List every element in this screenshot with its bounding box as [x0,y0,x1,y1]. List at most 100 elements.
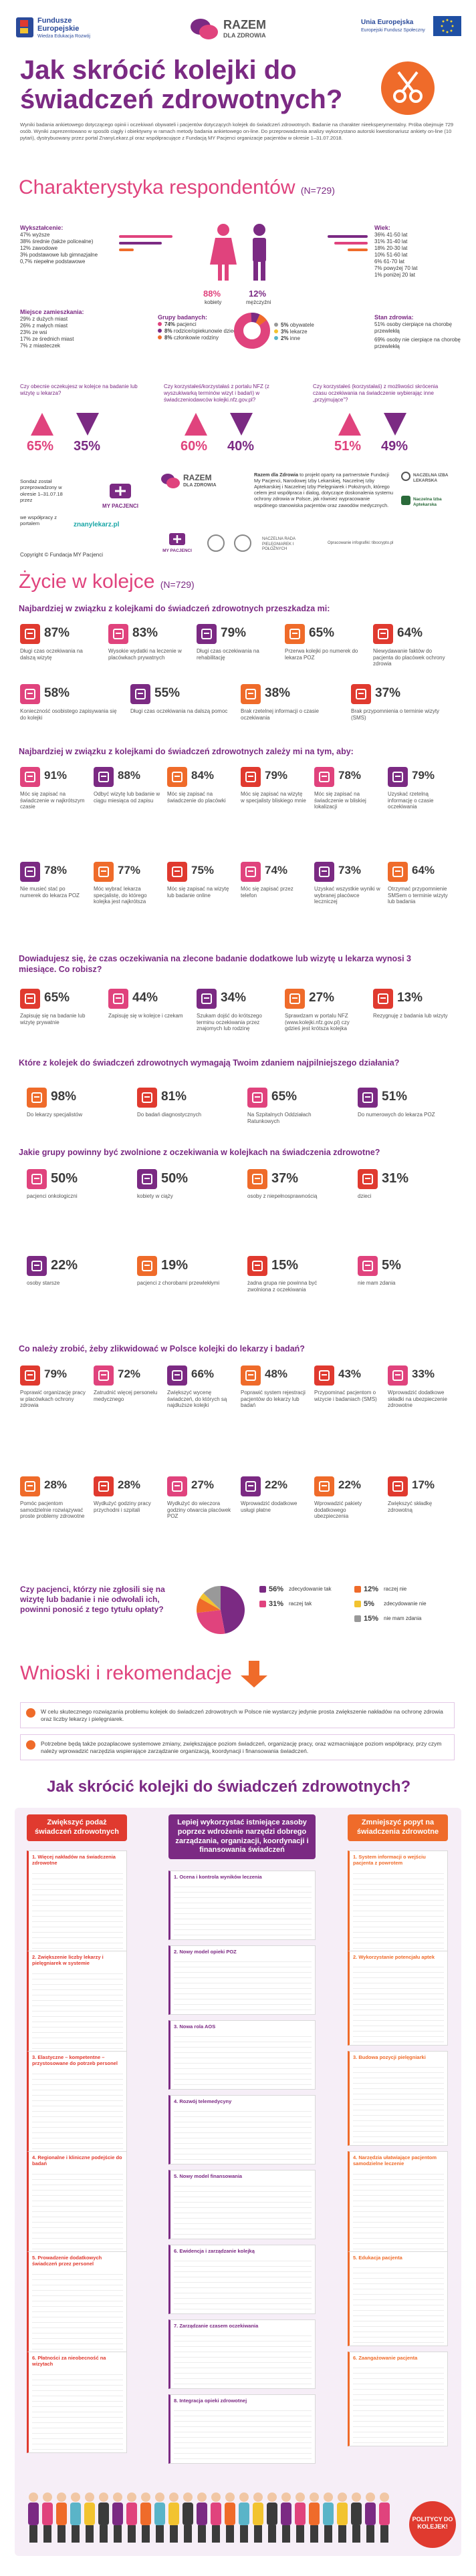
stat-pct: 66% [191,1367,215,1380]
education-bar [119,242,162,245]
recommendation-text: 5. Nowy model finansowania [174,2173,243,2179]
pie-slice [197,1610,225,1634]
stat-label: Szukam dojść do krótszego terminu oczeki… [197,1013,262,1032]
stat-icon [130,684,150,704]
stat-pct: 77% [118,864,141,876]
person-icon [112,2492,123,2543]
stat-label: Wprowadzić dodatkowe składki na ubezpiec… [388,1390,447,1409]
recommendation-card: 1. Więcej nakładów na świadczenia zdrowo… [27,1850,127,1952]
q2-yes-pct: 60% [181,439,208,454]
person-icon [28,2492,39,2543]
stat-icon [285,989,305,1009]
group-item: 2% inne [274,335,348,342]
stat-pct: 75% [191,864,215,876]
pie-slice [203,1586,221,1610]
stat-label: Konieczność osobistego zapisywania się d… [20,708,117,721]
stat-label: Długi czas oczekiwania na rehabilitację [197,648,259,661]
nipip-label: NACZELNA RADA PIELĘGNIAREK I POŁOŻNYCH [262,537,295,551]
stat-pct: 87% [44,626,70,640]
stat-pct: 79% [412,769,435,782]
legend-swatch [259,1601,266,1607]
stat-label: Brak rzetelnej informacji o czasie oczek… [241,708,319,721]
stat-label: Odbyć wizytę lub badanie w ciągu miesiąc… [94,791,160,804]
stat-icon [167,862,187,882]
education-item: 38% średnie (także policealne) [20,238,94,245]
recommendation-card: 3. Budowa pozycji pielęgniarki [348,2051,448,2146]
pie-slice [197,1598,221,1613]
report-pct: 56% [269,1585,284,1593]
age-bar [334,242,368,245]
recommendation-card: 5. Prowadzenie dodatkowych świadczeń prz… [27,2251,127,2353]
card-body [353,2168,444,2249]
stat-pct: 28% [118,1478,141,1491]
group-item: 8% rodzice/opiekunowie dzieci [158,328,318,335]
eu-funds-line2: Europejskie [37,25,80,33]
q3-yes-pct: 51% [334,439,362,454]
card-body [353,2062,444,2143]
q-hard-title: Najbardziej w związku z kolejkami do świ… [19,604,330,613]
report-pct: 12% [364,1585,379,1593]
main-title-line2: świadczeń zdrowotnych? [20,85,343,114]
gender-block [201,220,281,287]
stat-label: Pomóc pacjentom samodzielnie rozwiązywać… [20,1500,85,1520]
legend-swatch [354,1586,361,1593]
stat-pct: 33% [412,1367,435,1380]
razem-speech-icon [191,19,218,39]
nil-emblem-icon [207,534,225,552]
bullet-icon [26,1740,35,1750]
group-item: 74% pacjenci [158,321,318,328]
stat-icon [247,1169,267,1189]
recommendation-card: 6. Zaangażowanie pacjenta [348,2352,448,2447]
education-item: 47% wyższe [20,232,50,238]
stat-icon [351,684,371,704]
recommendation-text: 4. Rozwój telemedycyny [174,2098,232,2104]
stat-label: Wydłużyć do wieczora godziny otwarcia pl… [167,1500,231,1520]
eu-funds-line1: Fundusze [37,17,72,25]
person-icon [140,2492,151,2543]
stat-pct: 98% [51,1090,77,1104]
q-groups-title: Jakie grupy powinny być zwolnione z ocze… [19,1148,380,1157]
eu-funds-icon [16,17,33,37]
stat-pct: 73% [338,864,362,876]
stat-icon [94,862,114,882]
q1-chart: 65% 35% [27,413,127,457]
person-icon [253,2492,263,2543]
stat-icon [94,1476,114,1496]
queue-title: Życie w kolejce (N=729) [19,571,195,593]
age-bar [348,249,368,251]
men-label: mężczyźni [246,299,271,305]
age-block: Wiek: 36% 41-50 lat 31% 31-40 lat 18% 20… [374,224,468,279]
stat-label: Długi czas oczekiwania na dalszą wizytę [20,648,83,661]
person-icon [267,2492,277,2543]
stat-icon [197,624,217,644]
stat-pct: 17% [412,1478,435,1491]
recommendation-card: 6. Płatności za nieobecność na wizytach [27,2352,127,2453]
education-item: 3% podstawowe lub gimnazjalne [20,252,98,259]
stat-label: Przypominać pacjentom o wizycie i badani… [314,1390,377,1402]
recommendation-text: 2. Zwiększenie liczby lekarzy i pielęgni… [32,1954,104,1967]
q2-chart: 60% 40% [181,413,281,457]
stat-icon [94,767,114,787]
stat-icon [94,1365,114,1386]
stat-label: Móc się zapisać na świadczenie w najkrót… [20,791,85,810]
credits: Opracowanie infografiki: tibocrypto.pl [328,541,394,545]
residence-block: Miejsce zamieszkania: 29% z dużych miast… [20,309,127,349]
arrow-down-icon [241,1661,267,1687]
residence-item: 7% z miasteczek [20,343,61,349]
stat-label: Przerwa kolejki po numerek do lekarza PO… [285,648,358,661]
stat-icon [27,1256,47,1276]
stat-icon [108,989,128,1009]
state-title: Stan zdrowia: [374,314,414,321]
scissors-icon [381,61,435,115]
eu-union-line1: Unia Europejska [361,19,414,26]
stat-pct: 34% [221,991,247,1005]
stat-icon [167,767,187,787]
recommendation-card: 7. Zarządzanie czasem oczekiwania [168,2319,316,2390]
stat-label: Otrzymać przypomnienie SMSem o terminie … [388,886,448,905]
stat-label: Wprowadzić dodatkowe usługi płatne [241,1500,298,1513]
stat-icon [20,862,40,882]
stat-icon [314,1476,334,1496]
stat-icon [285,624,305,644]
stat-pct: 74% [265,864,288,876]
state-item: 69% osoby nie cierpiące na chorobę przew… [374,337,461,350]
